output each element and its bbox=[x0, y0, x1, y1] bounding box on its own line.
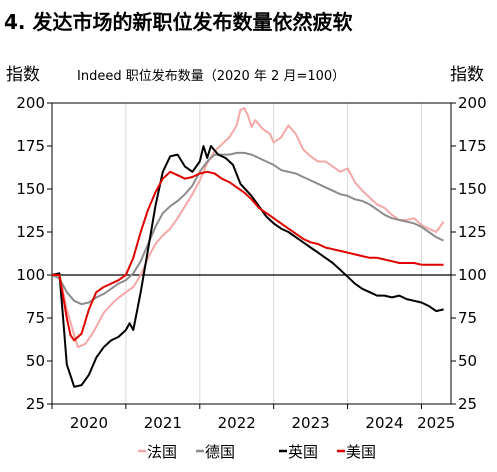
chart-subtitle: Indeed 职位发布数量（2020 年 2 月=100） bbox=[77, 68, 345, 84]
y-tick-label: 25 bbox=[26, 395, 45, 413]
y-tick-label: 50 bbox=[26, 352, 45, 370]
legend-item: 德国 bbox=[205, 443, 235, 461]
y-axis-label-right: 指数 bbox=[450, 65, 484, 85]
series-line-法国 bbox=[51, 107, 445, 349]
y-tick-label: 100 bbox=[16, 266, 45, 284]
y-axis-left: 25 50 75 100 125 150 175 200 bbox=[16, 94, 52, 413]
y-tick-label-right: 150 bbox=[458, 180, 487, 198]
y-tick-label-right: 75 bbox=[458, 309, 477, 327]
y-tick-label-right: 175 bbox=[458, 137, 487, 155]
y-tick-label: 200 bbox=[16, 94, 45, 112]
y-tick-label-right: 50 bbox=[458, 352, 477, 370]
series-lines bbox=[51, 107, 445, 388]
x-tick-label: 2025 bbox=[417, 414, 455, 432]
y-tick-label: 125 bbox=[16, 223, 45, 241]
x-tick-label: 2020 bbox=[70, 414, 108, 432]
x-axis: 2020 2021 2022 2023 2024 2025 bbox=[51, 404, 455, 432]
y-tick-label-right: 200 bbox=[458, 94, 487, 112]
series-line-德国 bbox=[51, 151, 445, 306]
y-tick-label-right: 125 bbox=[458, 223, 487, 241]
x-tick-label: 2021 bbox=[144, 414, 182, 432]
y-axis-right: 25 50 75 100 125 150 175 200 bbox=[451, 94, 487, 413]
y-tick-label: 175 bbox=[16, 137, 45, 155]
y-tick-label-right: 100 bbox=[458, 266, 487, 284]
legend: 法国 德国 英国 美国 bbox=[138, 443, 376, 461]
page-title: 4. 发达市场的新职位发布数量依然疲软 bbox=[4, 10, 353, 34]
series-line-英国 bbox=[51, 145, 444, 388]
legend-item: 美国 bbox=[346, 443, 376, 461]
x-tick-label: 2022 bbox=[218, 414, 256, 432]
x-tick-label: 2023 bbox=[292, 414, 330, 432]
y-tick-label-right: 25 bbox=[458, 395, 477, 413]
y-tick-label: 150 bbox=[16, 180, 45, 198]
y-tick-label: 75 bbox=[26, 309, 45, 327]
legend-item: 法国 bbox=[147, 443, 177, 461]
gridlines bbox=[125, 103, 422, 404]
x-tick-label: 2024 bbox=[365, 414, 403, 432]
series-line-美国 bbox=[52, 170, 444, 342]
y-axis-label-left: 指数 bbox=[6, 65, 40, 85]
plot-frame bbox=[51, 102, 452, 405]
legend-item: 英国 bbox=[288, 443, 318, 461]
